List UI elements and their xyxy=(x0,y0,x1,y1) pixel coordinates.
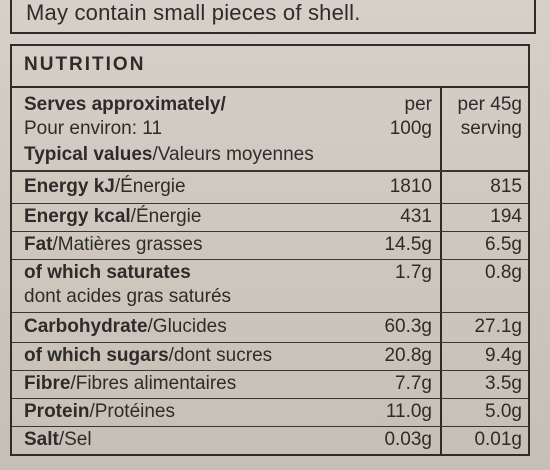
value-per-serving: 6.5g xyxy=(485,234,522,255)
allergen-warning: May contain small pieces of shell. xyxy=(26,0,361,25)
value-per-serving: 0.8g xyxy=(485,262,522,283)
nutrient-translation: /Fibres alimentaires xyxy=(70,373,237,394)
row-divider xyxy=(12,312,528,313)
nutrient-translation: /dont sucres xyxy=(168,345,273,366)
nutrient-name: of which saturates xyxy=(24,262,191,283)
row-divider xyxy=(12,259,528,260)
row-divider xyxy=(12,231,528,232)
value-per-serving: 3.5g xyxy=(485,373,522,394)
typical-values-translation: /Valeurs moyennes xyxy=(152,144,314,165)
nutrient-translation: /Glucides xyxy=(147,316,227,337)
value-per-serving: 27.1g xyxy=(474,316,522,337)
row-divider xyxy=(12,342,528,343)
typical-values-label: Typical values xyxy=(24,144,153,165)
nutrient-name: Energy kJ xyxy=(24,176,115,197)
nutrient-translation: /Énergie xyxy=(114,176,186,197)
col-per45-header-2: serving xyxy=(460,118,522,139)
value-per-100g: 14.5g xyxy=(384,234,432,255)
nutrition-title: NUTRITION xyxy=(24,54,146,75)
value-per-serving: 9.4g xyxy=(485,345,522,366)
value-per-100g: 60.3g xyxy=(384,316,432,337)
nutrient-translation: /Matières grasses xyxy=(52,234,203,255)
row-divider xyxy=(12,203,528,204)
col-per100-header-2: 100g xyxy=(389,118,432,139)
title-divider xyxy=(12,86,528,88)
row-divider xyxy=(12,370,528,371)
nutrient-name: Carbohydrate xyxy=(24,316,148,337)
nutrient-name: Salt xyxy=(24,429,59,450)
value-per-serving: 815 xyxy=(490,176,522,197)
value-per-100g: 0.03g xyxy=(384,429,432,450)
value-per-serving: 0.01g xyxy=(474,429,522,450)
row-divider xyxy=(12,426,528,427)
header-divider xyxy=(12,170,528,172)
value-per-serving: 194 xyxy=(490,206,522,227)
nutrient-name: Fat xyxy=(24,234,53,255)
nutrient-name: Protein xyxy=(24,401,90,422)
row-divider xyxy=(12,398,528,399)
nutrient-name: Fibre xyxy=(24,373,71,394)
nutrient-translation: /Protéines xyxy=(89,401,175,422)
serves-count: Pour environ: 11 xyxy=(24,118,163,139)
col-per100-header-1: per xyxy=(404,94,432,115)
value-per-100g: 7.7g xyxy=(395,373,432,394)
nutrient-name: Energy kcal xyxy=(24,206,131,227)
nutrient-translation: /Sel xyxy=(58,429,92,450)
value-per-100g: 431 xyxy=(400,206,432,227)
nutrient-sub-translation: dont acides gras saturés xyxy=(24,286,232,307)
col-per45-header-1: per 45g xyxy=(457,94,522,115)
value-per-100g: 1.7g xyxy=(395,262,432,283)
nutrient-name: of which sugars xyxy=(24,345,169,366)
value-per-serving: 5.0g xyxy=(485,401,522,422)
value-per-100g: 20.8g xyxy=(384,345,432,366)
allergen-warning-box: May contain small pieces of shell. xyxy=(10,0,536,34)
serves-label: Serves approximately/ xyxy=(24,94,226,115)
column-divider xyxy=(440,88,442,454)
value-per-100g: 1810 xyxy=(389,176,432,197)
value-per-100g: 11.0g xyxy=(385,401,432,422)
nutrition-table: NUTRITION Serves approximately/ per per … xyxy=(10,44,530,456)
nutrient-translation: /Énergie xyxy=(130,206,202,227)
